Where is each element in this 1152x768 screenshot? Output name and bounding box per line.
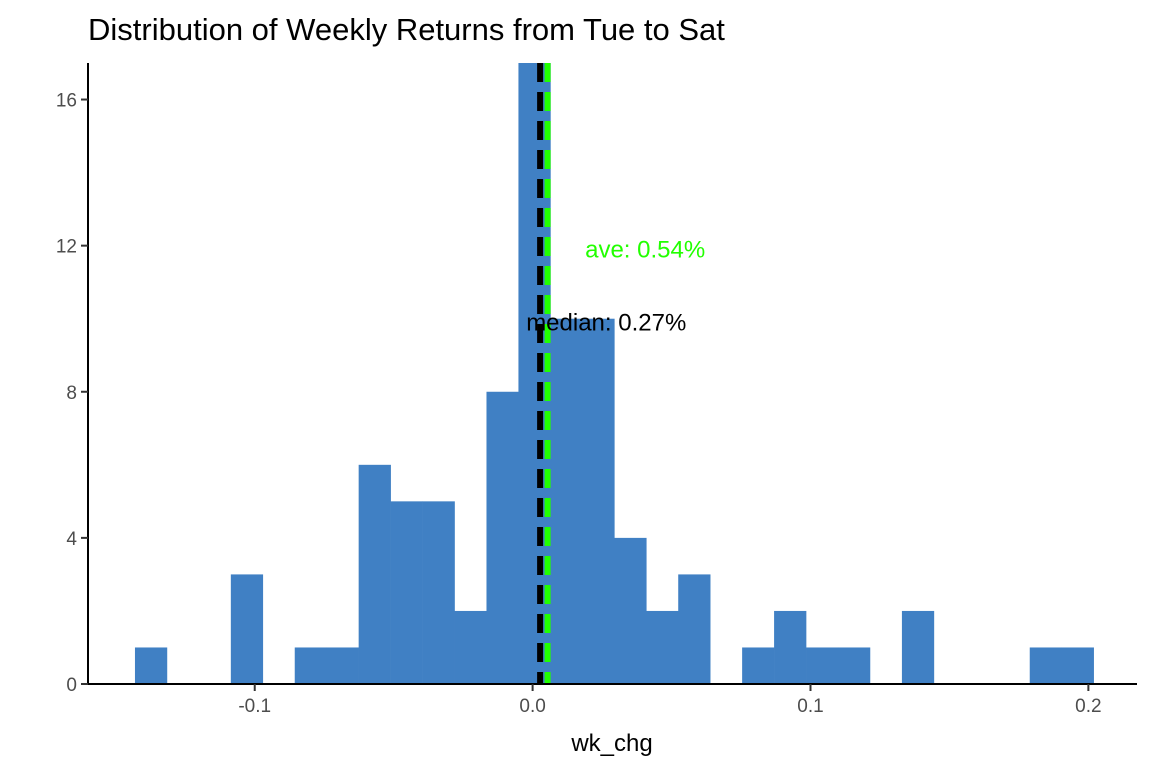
histogram-bar-22 <box>838 647 871 684</box>
axes <box>87 63 1137 685</box>
histogram-bar-20 <box>774 610 807 684</box>
histogram-bar-15 <box>614 537 647 684</box>
histogram-bar-6 <box>326 647 359 684</box>
histogram-bar-28 <box>1029 647 1062 684</box>
histogram-bar-5 <box>294 647 327 684</box>
y-axis-ticks: 0 4 8 12 16 <box>56 91 88 696</box>
median-label: median: 0.27% <box>526 309 686 336</box>
x-tick-label: 0.1 <box>797 696 823 717</box>
histogram-bar-21 <box>806 647 839 684</box>
histogram-bar-24 <box>901 610 935 684</box>
y-tick-label: 8 <box>66 383 77 404</box>
histogram-bar-0 <box>134 647 168 684</box>
y-tick-label: 12 <box>56 237 77 258</box>
histogram-bar-17 <box>678 574 711 684</box>
x-tick-label: 0.0 <box>519 696 545 717</box>
histogram-bar-10 <box>454 610 487 684</box>
y-tick-label: 16 <box>56 91 77 112</box>
histogram-bar-7 <box>358 464 391 684</box>
histogram-bar-16 <box>646 610 679 684</box>
histogram-bar-11 <box>486 391 519 684</box>
histogram-bar-8 <box>390 501 423 684</box>
x-axis-title: wk_chg <box>570 730 652 757</box>
histogram-bar-29 <box>1061 647 1094 684</box>
histogram-bar-14 <box>582 318 615 684</box>
x-tick-label: -0.1 <box>238 696 271 717</box>
ave-label: ave: 0.54% <box>585 236 705 263</box>
x-tick-label: 0.2 <box>1075 696 1101 717</box>
chart-title: Distribution of Weekly Returns from Tue … <box>88 12 725 47</box>
annotations: median: 0.27% ave: 0.54% <box>526 236 705 336</box>
histogram-bar-13 <box>550 318 583 684</box>
histogram-bar-9 <box>422 501 455 684</box>
histogram-bars <box>134 63 1094 684</box>
histogram-bar-3 <box>230 574 264 684</box>
y-tick-label: 0 <box>66 675 77 696</box>
histogram-bar-19 <box>742 647 775 684</box>
x-axis-ticks: -0.1 0.0 0.1 0.2 <box>238 684 1102 717</box>
y-tick-label: 4 <box>66 529 77 550</box>
reference-lines <box>537 63 551 684</box>
